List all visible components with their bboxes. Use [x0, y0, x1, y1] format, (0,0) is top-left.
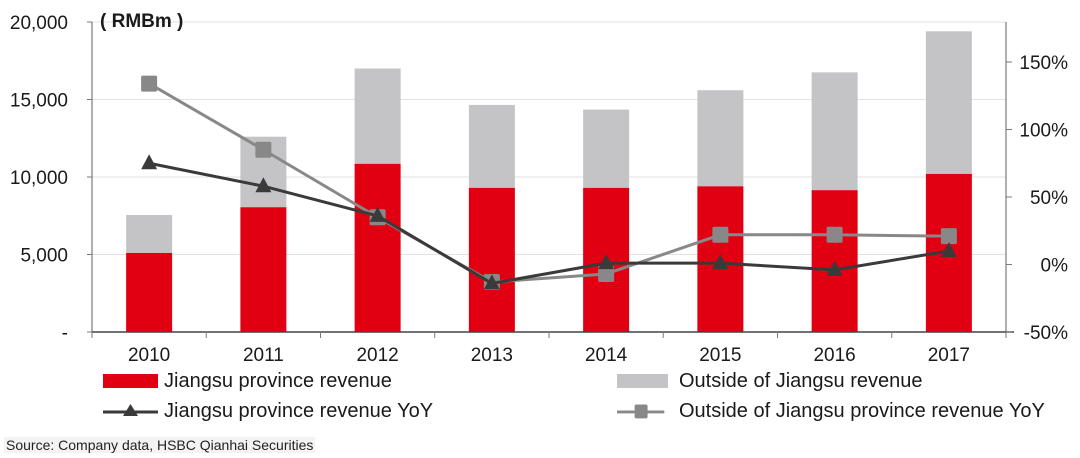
- triangle-marker: [255, 177, 272, 193]
- triangle-marker-icon: [103, 404, 158, 416]
- bar-outside-jiangsu-revenue: [126, 214, 173, 253]
- x-axis-tick-label: 2016: [813, 345, 855, 366]
- x-axis-tick-label: 2015: [699, 345, 741, 366]
- unit-label: ( RMBm ): [100, 11, 183, 32]
- bar-jiangsu-revenue: [468, 187, 515, 332]
- legend-label: Jiangsu province revenue: [164, 370, 392, 392]
- bars: [126, 31, 972, 332]
- legend-item-jiangsu-revenue: Jiangsu province revenue: [103, 369, 392, 393]
- source-note: Source: Company data, HSBC Qianhai Secur…: [4, 437, 316, 453]
- bar-jiangsu-revenue: [354, 163, 401, 332]
- left-axis-tick-label: 20,000: [10, 13, 68, 34]
- triangle-marker: [826, 260, 843, 276]
- bar-outside-jiangsu-revenue: [354, 68, 401, 164]
- square-marker: [940, 228, 957, 245]
- triangle-marker: [712, 254, 729, 270]
- legend-label: Outside of Jiangsu revenue: [679, 370, 923, 392]
- x-axis-tick-label: 2014: [585, 345, 628, 366]
- triangle-marker: [940, 242, 957, 257]
- x-axis-tick-label: 2012: [356, 345, 398, 366]
- bar-jiangsu-revenue: [240, 207, 287, 332]
- legend-swatch-red: [103, 374, 158, 388]
- x-axis-tick-label: 2013: [471, 345, 513, 366]
- right-axis-tick-label: 150%: [1019, 53, 1068, 74]
- yoy-lines: [141, 75, 957, 291]
- x-axis-tick-label: 2011: [243, 345, 284, 366]
- triangle-marker: [369, 206, 386, 222]
- left-axis-tick-label: 15,000: [10, 91, 68, 112]
- square-marker: [712, 226, 729, 243]
- legend-item-outside-yoy: Outside of Jiangsu province revenue YoY: [617, 399, 1045, 423]
- x-axis-tick-label: 2017: [928, 345, 970, 366]
- square-marker: [141, 75, 158, 92]
- triangle-marker: [141, 154, 158, 170]
- axis-labels: - 5,000 10,000 15,000 20,000 -50% 0% 50% 100% 150…: [10, 13, 1068, 366]
- square-marker: [598, 265, 615, 282]
- right-axis-tick-label: 100%: [1019, 121, 1068, 142]
- square-marker: [826, 226, 843, 243]
- right-axis-tick-label: 0%: [1041, 256, 1069, 277]
- right-axis-tick-label: 50%: [1030, 188, 1068, 209]
- square-marker-icon: [617, 404, 665, 419]
- legend-label: Outside of Jiangsu province revenue YoY: [679, 400, 1045, 422]
- legend-swatch-gray: [617, 374, 668, 388]
- axes: [87, 21, 1014, 338]
- triangle-marker: [598, 254, 615, 270]
- bar-outside-jiangsu-revenue: [925, 31, 972, 174]
- square-marker: [255, 141, 272, 158]
- bar-outside-jiangsu-revenue: [583, 109, 630, 188]
- legend-label: Jiangsu province revenue YoY: [164, 400, 434, 422]
- bar-jiangsu-revenue: [126, 252, 173, 332]
- triangle-marker: [483, 274, 500, 290]
- gridlines: [92, 21, 1006, 255]
- legend-item-outside-revenue: Outside of Jiangsu revenue: [617, 369, 923, 393]
- line-jiangsu-yoy: [148, 161, 950, 285]
- right-axis-tick-label: -50%: [1024, 323, 1068, 344]
- left-axis-tick-label: -: [62, 323, 68, 344]
- bar-outside-jiangsu-revenue: [468, 104, 515, 188]
- legend-item-jiangsu-yoy: Jiangsu province revenue YoY: [103, 399, 433, 423]
- bar-outside-jiangsu-revenue: [697, 90, 744, 187]
- x-axis-tick-label: 2010: [128, 345, 170, 366]
- line-outside-jiangsu-yoy: [148, 82, 949, 284]
- left-axis-tick-label: 5,000: [20, 246, 68, 267]
- left-axis-tick-label: 10,000: [10, 168, 68, 189]
- bar-outside-jiangsu-revenue: [811, 72, 858, 191]
